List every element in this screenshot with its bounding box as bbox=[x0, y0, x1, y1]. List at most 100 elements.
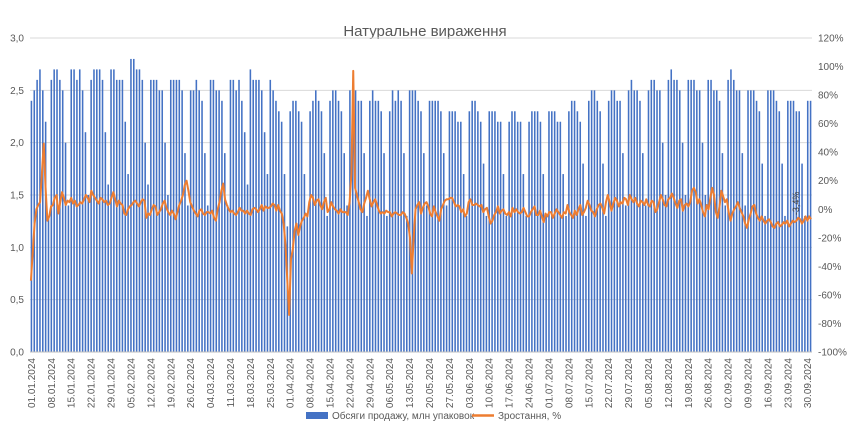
x-tick-label: 01.01.2024 bbox=[27, 358, 38, 408]
bar bbox=[206, 205, 209, 352]
bar bbox=[693, 79, 695, 353]
legend: Обсяги продажу, млн упаковок Зростання, … bbox=[306, 410, 561, 422]
bar bbox=[710, 79, 712, 353]
bar bbox=[741, 153, 744, 352]
bar bbox=[263, 132, 266, 352]
bar bbox=[374, 100, 377, 352]
bar bbox=[616, 100, 618, 352]
x-tick-label: 30.09.2024 bbox=[803, 358, 814, 408]
bar bbox=[42, 90, 44, 352]
bar bbox=[599, 111, 601, 353]
bar bbox=[118, 79, 121, 353]
bar bbox=[752, 90, 755, 352]
bar bbox=[272, 90, 274, 352]
bar bbox=[587, 100, 590, 352]
chart-title: Натуральне вираження bbox=[343, 23, 506, 40]
bar bbox=[30, 100, 33, 352]
bar bbox=[570, 100, 573, 352]
bar bbox=[482, 163, 485, 352]
bar bbox=[514, 111, 516, 353]
bar bbox=[47, 215, 50, 352]
bar bbox=[115, 79, 118, 353]
bar bbox=[354, 90, 357, 352]
bar bbox=[465, 215, 468, 352]
bar bbox=[502, 174, 505, 352]
bar bbox=[255, 79, 257, 353]
bar bbox=[528, 121, 530, 352]
bar bbox=[218, 90, 220, 352]
bar bbox=[164, 142, 166, 352]
bar bbox=[246, 184, 249, 352]
bar bbox=[351, 90, 354, 352]
bar bbox=[772, 90, 775, 352]
bar bbox=[243, 132, 246, 352]
bar bbox=[127, 174, 129, 352]
bar bbox=[781, 163, 783, 352]
bar bbox=[437, 100, 439, 352]
bar bbox=[698, 90, 701, 352]
bar bbox=[491, 111, 493, 353]
bar bbox=[696, 90, 698, 352]
bar bbox=[369, 100, 371, 352]
bar bbox=[377, 100, 380, 352]
bar bbox=[667, 79, 670, 353]
bar bbox=[764, 215, 766, 352]
bar bbox=[397, 90, 400, 352]
bar bbox=[420, 111, 422, 353]
bar bbox=[98, 69, 101, 353]
bar bbox=[784, 215, 786, 352]
bar bbox=[701, 142, 704, 352]
bar bbox=[676, 79, 678, 353]
bar bbox=[388, 111, 391, 353]
bar bbox=[343, 153, 345, 352]
x-tick-label: 08.01.2024 bbox=[47, 358, 58, 408]
y-right-tick-label: 100% bbox=[818, 62, 844, 73]
bar bbox=[806, 100, 809, 352]
bar bbox=[516, 121, 519, 352]
bar bbox=[775, 100, 778, 352]
bar bbox=[602, 163, 604, 352]
y-left-tick-label: 1,0 bbox=[10, 243, 24, 254]
x-tick-label: 01.04.2024 bbox=[286, 358, 297, 408]
bar bbox=[624, 205, 627, 352]
bar bbox=[232, 79, 235, 353]
bar bbox=[155, 79, 158, 353]
bar bbox=[81, 90, 84, 352]
bar bbox=[408, 90, 411, 352]
bar bbox=[386, 215, 388, 352]
bar bbox=[485, 215, 488, 352]
bar bbox=[519, 121, 522, 352]
x-tick-label: 11.03.2024 bbox=[226, 358, 237, 408]
x-tick-label: 27.05.2024 bbox=[445, 358, 456, 408]
bar bbox=[656, 90, 658, 352]
bar bbox=[468, 111, 471, 353]
bar bbox=[238, 79, 240, 353]
bar bbox=[511, 111, 513, 353]
bar bbox=[403, 153, 405, 352]
bar bbox=[448, 111, 451, 353]
bar bbox=[323, 153, 326, 352]
annotations: -3,4% bbox=[791, 192, 801, 216]
bar bbox=[551, 111, 553, 353]
y-right-tick-label: 60% bbox=[818, 119, 838, 130]
bar bbox=[371, 90, 374, 352]
bar bbox=[315, 90, 317, 352]
y-left-tick-label: 2,5 bbox=[10, 86, 24, 97]
bar bbox=[363, 153, 365, 352]
bar bbox=[661, 142, 664, 352]
bar bbox=[553, 111, 556, 353]
bar bbox=[642, 153, 644, 352]
growth-last-value-label: -3,4% bbox=[791, 192, 801, 216]
bar bbox=[548, 111, 550, 353]
bar bbox=[536, 111, 539, 353]
bar bbox=[522, 174, 525, 352]
bar bbox=[789, 100, 792, 352]
bar bbox=[340, 111, 343, 353]
bar bbox=[425, 205, 428, 352]
bar bbox=[400, 100, 402, 352]
bar bbox=[713, 90, 715, 352]
bar bbox=[349, 90, 351, 352]
bar bbox=[494, 111, 496, 353]
bar bbox=[167, 195, 169, 352]
